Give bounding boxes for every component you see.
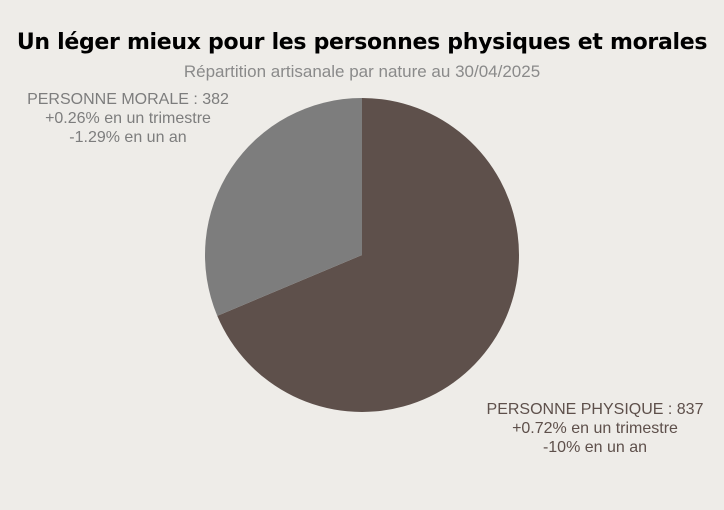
slice-label-morale-count: PERSONNE MORALE : 382 bbox=[27, 91, 229, 108]
pie-slice-personne-physique bbox=[217, 98, 519, 413]
slice-label-physique-year: -10% en un an bbox=[542, 439, 648, 456]
slice-label-morale-quarter: +0.26% en un trimestre bbox=[45, 110, 211, 127]
slice-label-personne-physique: PERSONNE PHYSIQUE : 837 +0.72% en un tri… bbox=[466, 400, 724, 457]
slice-label-physique-quarter: +0.72% en un trimestre bbox=[512, 420, 678, 437]
slice-label-personne-morale: PERSONNE MORALE : 382 +0.26% en un trime… bbox=[0, 90, 256, 147]
chart-subtitle: Répartition artisanale par nature au 30/… bbox=[183, 62, 541, 81]
slice-label-morale-year: -1.29% en un an bbox=[69, 129, 187, 146]
slice-label-physique-count: PERSONNE PHYSIQUE : 837 bbox=[486, 401, 704, 418]
chart-title: Un léger mieux pour les personnes physiq… bbox=[16, 30, 708, 55]
pie-slice-personne-morale bbox=[204, 98, 362, 316]
